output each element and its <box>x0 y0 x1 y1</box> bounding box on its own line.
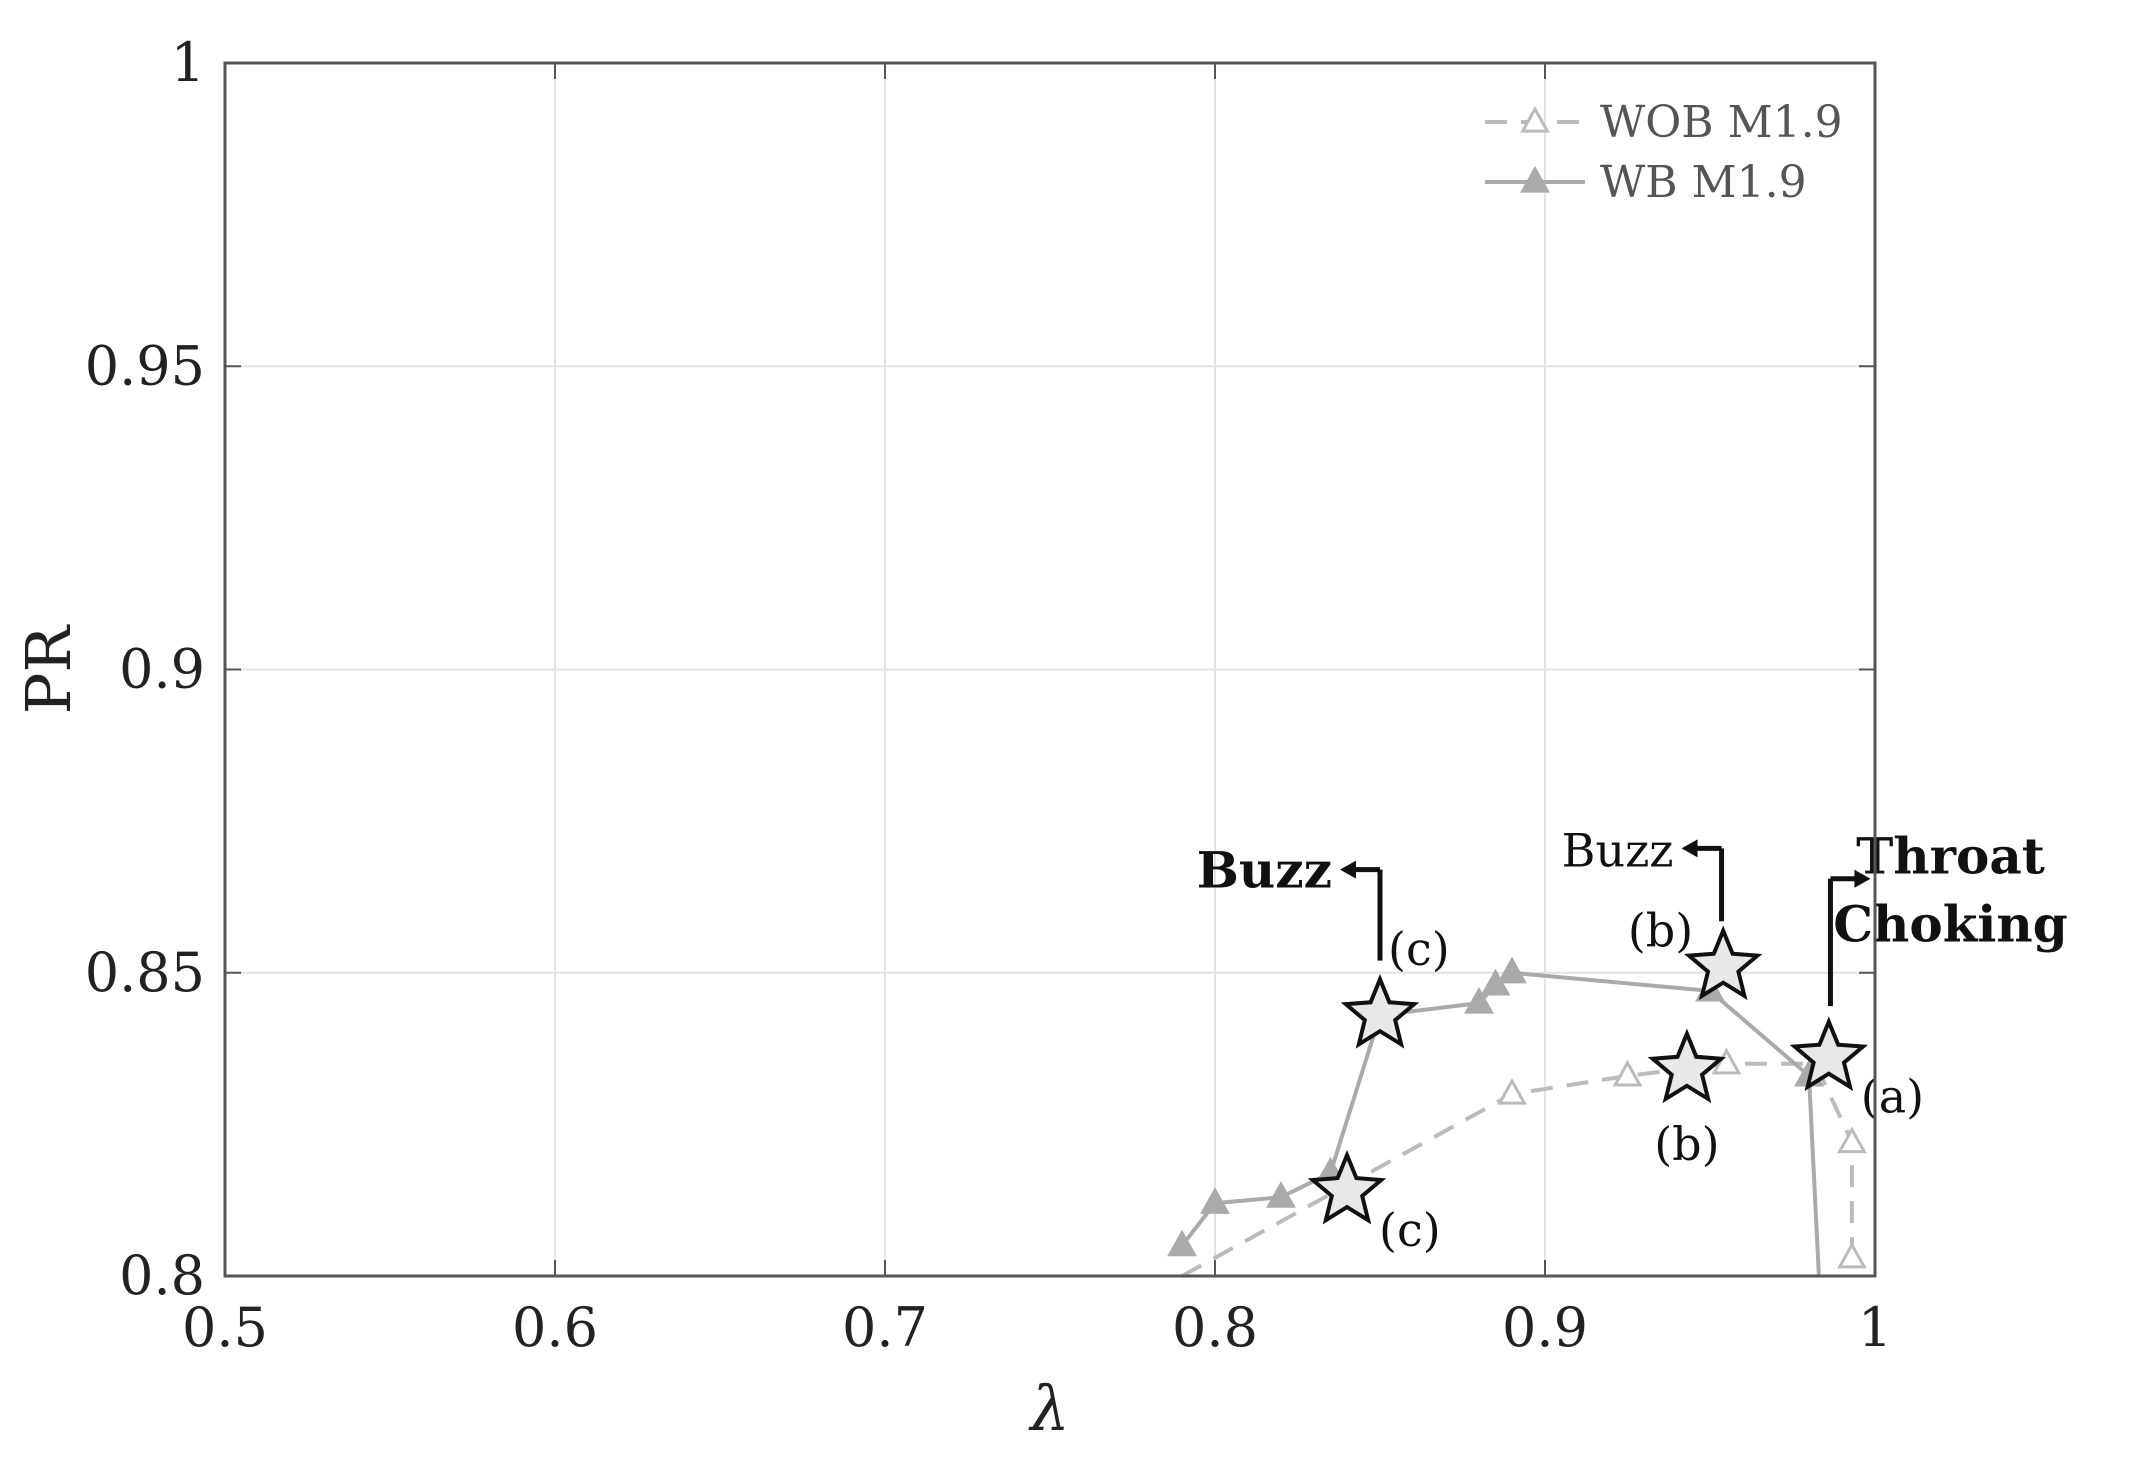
star-layer: (c) (c) (b) (b) (a) <box>1307 904 1924 1257</box>
annotation-text: Throat <box>1856 827 2045 886</box>
x-tick-label: 0.7 <box>842 1296 928 1359</box>
star-marker <box>1789 1016 1869 1092</box>
star-label: (b) <box>1654 1117 1719 1171</box>
x-tick-label: 0.6 <box>512 1296 598 1359</box>
data-point <box>1200 1187 1230 1214</box>
grid <box>224 62 1876 1277</box>
annotation-2: Throat Choking <box>1827 827 2068 1007</box>
data-point <box>1266 1181 1296 1208</box>
star-label: (c) <box>1379 1203 1441 1257</box>
star-marker <box>1683 925 1763 1001</box>
annotation-arrowhead <box>1854 869 1871 888</box>
annotation-text: Choking <box>1833 895 2067 954</box>
annotation-layer: Buzz Buzz Throat Choking <box>1197 823 2068 1007</box>
annotation-text: Buzz <box>1197 841 1332 900</box>
annotation-0: Buzz <box>1197 841 1383 961</box>
data-point <box>1167 1229 1197 1257</box>
legend-marker <box>1520 105 1550 133</box>
x-tick-label: 0.5 <box>182 1296 268 1359</box>
data-point <box>1836 1241 1867 1269</box>
x-tick-label: 1 <box>1858 1296 1892 1359</box>
annotation-1: Buzz <box>1562 823 1725 922</box>
annotation-arrowhead <box>1340 860 1356 879</box>
annotation-arrowhead <box>1681 839 1698 858</box>
y-axis-title: PR <box>12 623 85 714</box>
annotation-text: Buzz <box>1562 823 1674 877</box>
data-point <box>1497 956 1527 984</box>
y-tick-label: 0.85 <box>85 941 205 1004</box>
tick-labels: 0.5 0.6 0.7 0.8 0.9 1 0.8 0.85 0.9 0.95 1 <box>85 31 1892 1359</box>
data-point <box>1612 1059 1643 1087</box>
x-tick-label: 0.8 <box>1172 1296 1258 1359</box>
data-point <box>1464 987 1494 1014</box>
star-marker <box>1307 1149 1387 1225</box>
legend-marker <box>1520 165 1550 193</box>
y-tick-label: 0.8 <box>119 1244 205 1307</box>
star-marker <box>1340 973 1420 1049</box>
star-label: (a) <box>1861 1070 1924 1124</box>
star-label: (c) <box>1388 922 1450 976</box>
plot-frame <box>223 61 1877 1278</box>
star-marker <box>1647 1028 1727 1104</box>
y-tick-label: 0.95 <box>85 334 205 397</box>
legend: WOB M1.9 WB M1.9 <box>1485 97 1843 208</box>
x-tick-label: 0.9 <box>1502 1296 1588 1359</box>
star-label: (b) <box>1628 904 1693 958</box>
y-tick-label: 1 <box>171 31 205 94</box>
data-point <box>1497 1077 1527 1105</box>
y-tick-label: 0.9 <box>119 638 205 701</box>
legend-label: WOB M1.9 <box>1600 97 1843 148</box>
x-axis-title: λ <box>1027 1372 1069 1445</box>
data-point <box>1836 1126 1867 1154</box>
legend-label: WB M1.9 <box>1600 157 1807 208</box>
